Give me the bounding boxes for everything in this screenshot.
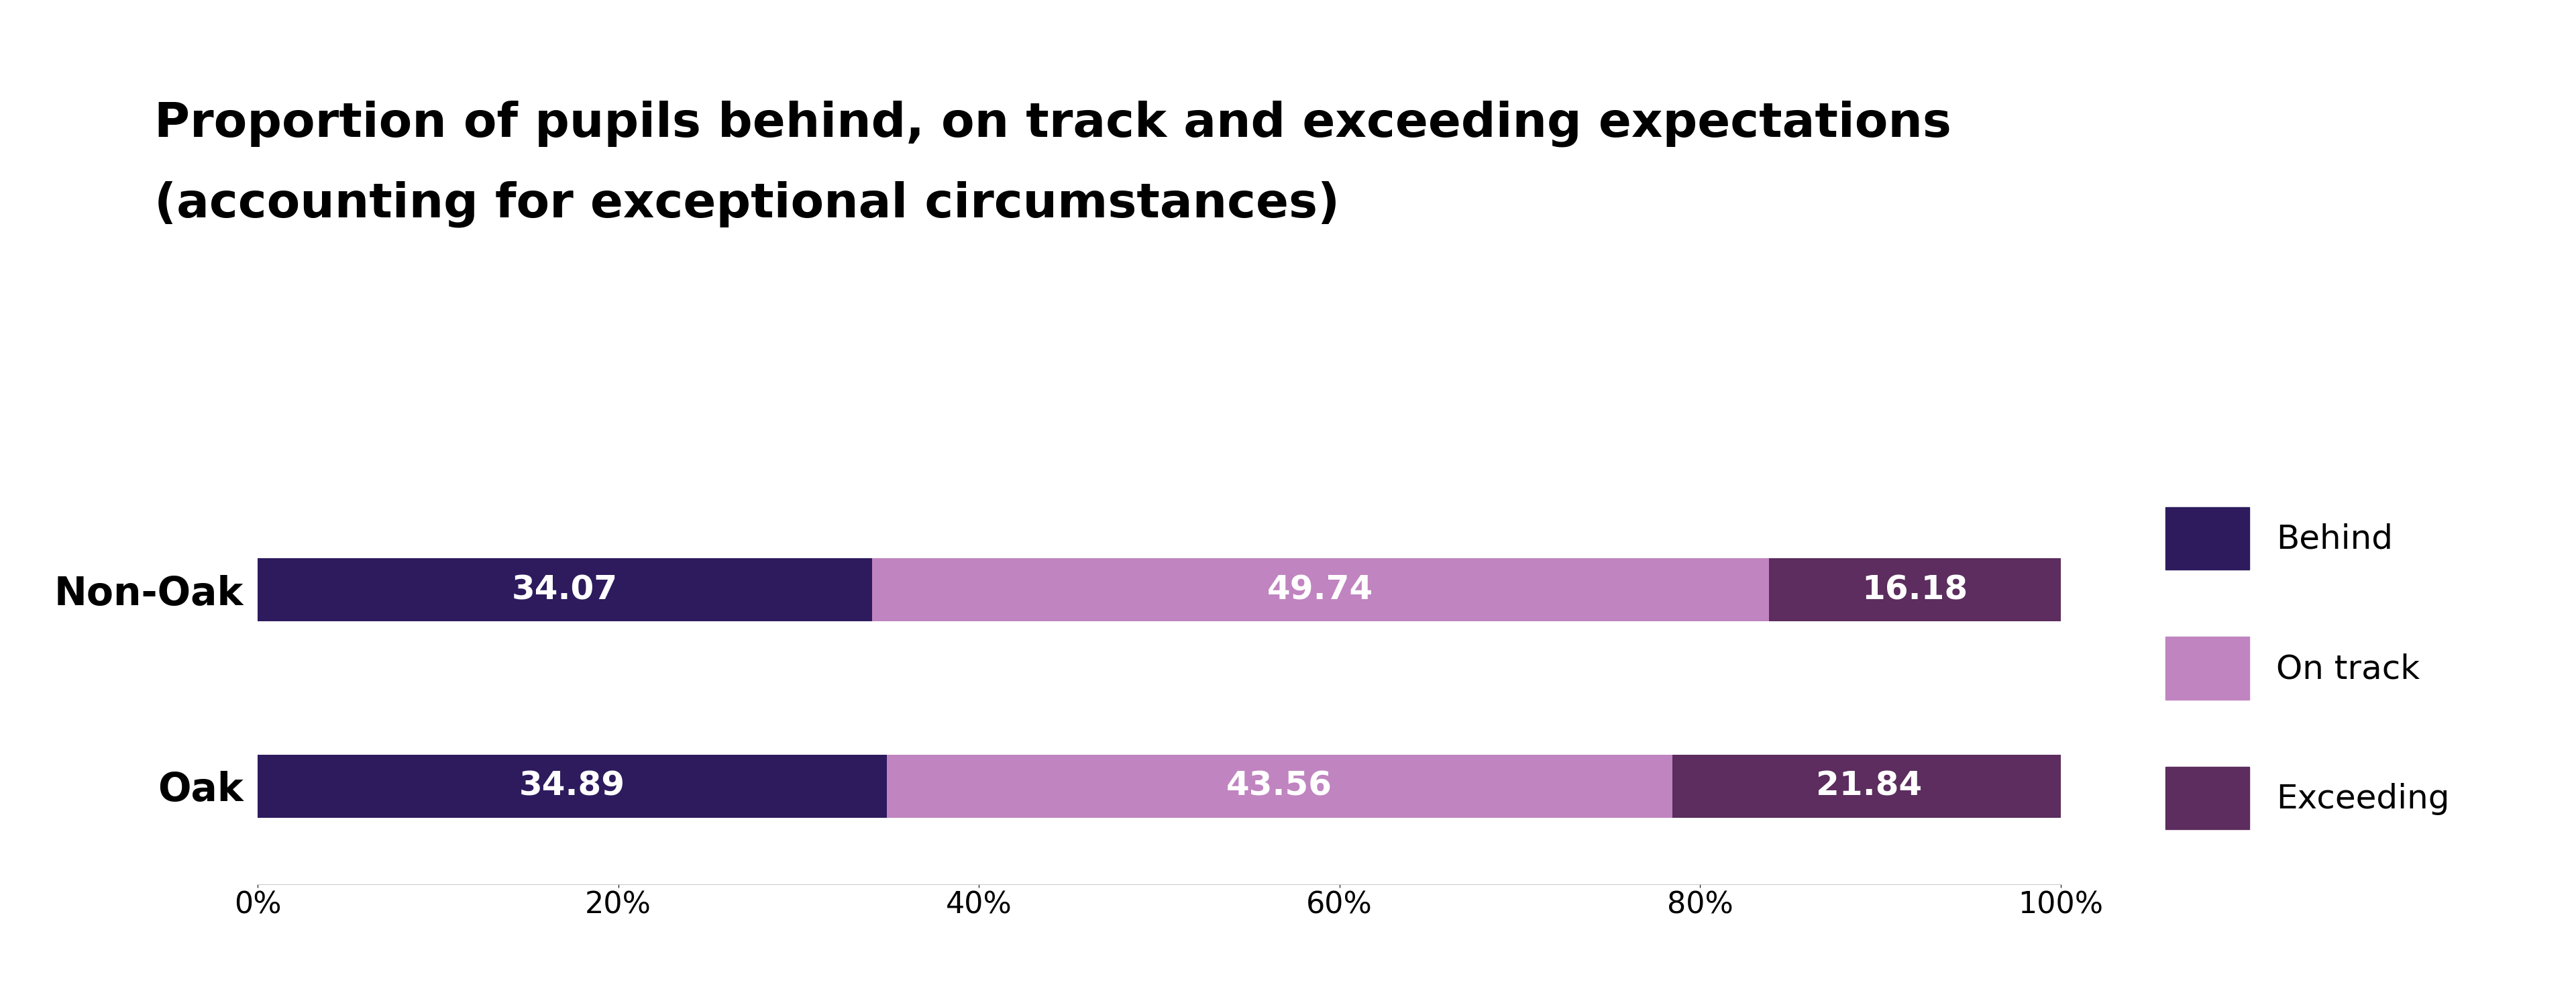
Text: Proportion of pupils behind, on track and exceeding expectations: Proportion of pupils behind, on track an… (155, 101, 1953, 147)
Bar (1672, 755, 2066, 818)
Text: 43.56: 43.56 (1226, 770, 1332, 802)
Bar (886, 755, 1672, 818)
Bar (1770, 559, 2061, 621)
Text: 34.89: 34.89 (520, 770, 626, 802)
Bar (871, 559, 1770, 621)
Text: 34.07: 34.07 (513, 574, 618, 606)
Bar (258, 559, 871, 621)
Text: (accounting for exceptional circumstances): (accounting for exceptional circumstance… (155, 181, 1340, 227)
Text: 16.18: 16.18 (1862, 574, 1968, 606)
Text: 49.74: 49.74 (1267, 574, 1373, 606)
Bar (258, 755, 886, 818)
Legend: Behind, On track, Exceeding: Behind, On track, Exceeding (2133, 473, 2483, 863)
Text: 21.84: 21.84 (1816, 770, 1922, 802)
